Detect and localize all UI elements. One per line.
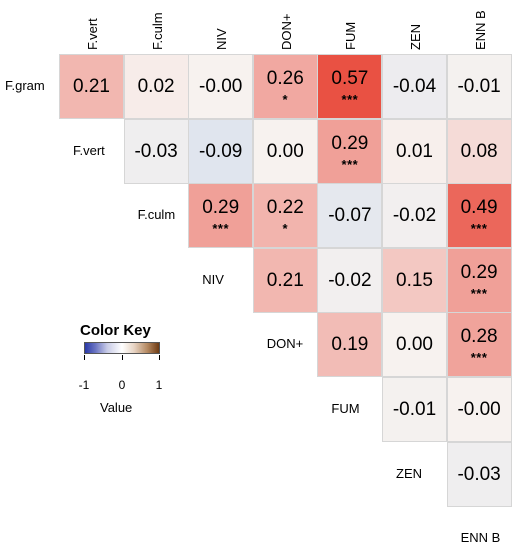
heatmap-cell: 0.49 *** <box>446 183 512 249</box>
cell-value: -0.09 <box>199 140 243 162</box>
significance-marker: *** <box>470 350 488 366</box>
cell-value: 0.22 <box>266 197 304 219</box>
column-label: FUM <box>343 21 359 50</box>
heatmap-cell: -0.03 <box>446 441 512 507</box>
heatmap-cell: -0.02 <box>382 183 447 249</box>
row-label: DON+ <box>266 336 304 352</box>
cell-value: 0.00 <box>396 334 433 356</box>
heatmap-cell: 0.01 <box>382 118 447 184</box>
cell-value: -0.01 <box>392 399 437 420</box>
column-label: F.vert <box>85 18 100 50</box>
cell-value: -0.00 <box>199 76 243 97</box>
significance-marker: *** <box>341 92 359 107</box>
row-label: NIV <box>202 271 224 287</box>
cell-value: 0.15 <box>396 269 433 291</box>
cell-value: 0.29 <box>202 197 240 219</box>
column-label: ENN B <box>472 10 488 50</box>
heatmap-cell: -0.02 <box>317 247 383 313</box>
cell-value: 0.08 <box>460 140 498 162</box>
cell-value: -0.07 <box>328 205 372 227</box>
heatmap-cell: -0.01 <box>382 377 447 442</box>
row-label: ZEN <box>396 465 422 481</box>
cell-value: -0.02 <box>392 205 437 227</box>
cell-value: 0.49 <box>460 197 498 219</box>
significance-marker: * <box>282 221 289 237</box>
heatmap-cell: 0.29 *** <box>446 247 512 313</box>
cell-value: 0.26 <box>266 68 304 89</box>
legend-value-label: Value <box>100 400 133 415</box>
row-label: F.culm <box>137 207 176 223</box>
cell-value: 0.29 <box>460 261 498 283</box>
column-label: DON+ <box>278 13 294 50</box>
cell-value: -0.00 <box>457 399 501 420</box>
cell-value: 0.01 <box>396 140 433 162</box>
heatmap-cell: -0.01 <box>446 54 512 119</box>
cell-value: 0.29 <box>331 132 369 154</box>
cell-value: 0.00 <box>266 140 304 162</box>
heatmap-cell: -0.04 <box>382 54 447 119</box>
cell-value: -0.02 <box>328 269 372 291</box>
significance-marker: *** <box>341 156 359 172</box>
heatmap-cell: 0.08 <box>446 118 512 184</box>
cell-value: 0.57 <box>331 68 369 89</box>
heatmap-cell: 0.00 <box>382 312 447 378</box>
legend-color-bar <box>84 342 160 354</box>
cell-value: -0.01 <box>457 76 501 97</box>
column-label: ZEN <box>408 24 423 50</box>
significance-marker: *** <box>212 221 230 237</box>
cell-value: 0.02 <box>137 76 175 97</box>
cell-value: -0.04 <box>392 76 437 97</box>
row-label: F.gram <box>5 78 45 93</box>
legend-title: Color Key <box>80 322 151 339</box>
heatmap-cell: 0.21 <box>252 247 318 313</box>
heatmap-cell: 0.02 <box>123 54 189 119</box>
significance-marker: * <box>282 92 289 107</box>
cell-value: 0.19 <box>331 334 369 356</box>
heatmap-cell: -0.07 <box>317 183 383 249</box>
significance-marker: *** <box>470 221 488 237</box>
column-label: NIV <box>214 28 230 50</box>
heatmap-cell: 0.29 *** <box>317 118 383 184</box>
legend-tick-label: 0 <box>118 378 126 392</box>
heatmap-cell: 0.19 <box>317 312 383 378</box>
legend-tick-mark <box>122 355 123 360</box>
heatmap-cell: 0.29 *** <box>188 183 254 249</box>
legend-tick-label: 1 <box>155 378 163 392</box>
cell-value: -0.03 <box>457 463 501 485</box>
heatmap-cell: 0.00 <box>252 118 318 184</box>
column-label: F.culm <box>149 12 165 50</box>
legend-tick-mark <box>84 355 85 360</box>
heatmap-cell: 0.15 <box>382 247 447 313</box>
heatmap-cell: 0.28 *** <box>446 312 512 378</box>
significance-marker: *** <box>470 285 488 301</box>
cell-value: 0.21 <box>266 269 304 291</box>
heatmap-cell: 0.22 * <box>252 183 318 249</box>
color-key-legend: Color Key -1 0 1 Value <box>78 322 170 422</box>
legend-tick-label: -1 <box>78 378 90 392</box>
heatmap-cell: 0.21 <box>59 54 124 119</box>
heatmap-cell: -0.00 <box>188 54 254 119</box>
cell-value: -0.03 <box>134 140 178 162</box>
legend-tick-mark <box>159 355 160 360</box>
row-label: ENN B <box>460 530 501 546</box>
heatmap-cell: -0.00 <box>446 377 512 442</box>
row-label: FUM <box>331 401 360 416</box>
heatmap-cell: 0.57 *** <box>317 54 383 119</box>
cell-value: 0.28 <box>460 326 498 348</box>
cell-value: 0.21 <box>73 76 110 97</box>
heatmap-cell: -0.03 <box>123 118 189 184</box>
heatmap-cell: 0.26 * <box>252 54 318 119</box>
heatmap-cell: -0.09 <box>188 118 254 184</box>
row-label: F.vert <box>73 142 105 158</box>
